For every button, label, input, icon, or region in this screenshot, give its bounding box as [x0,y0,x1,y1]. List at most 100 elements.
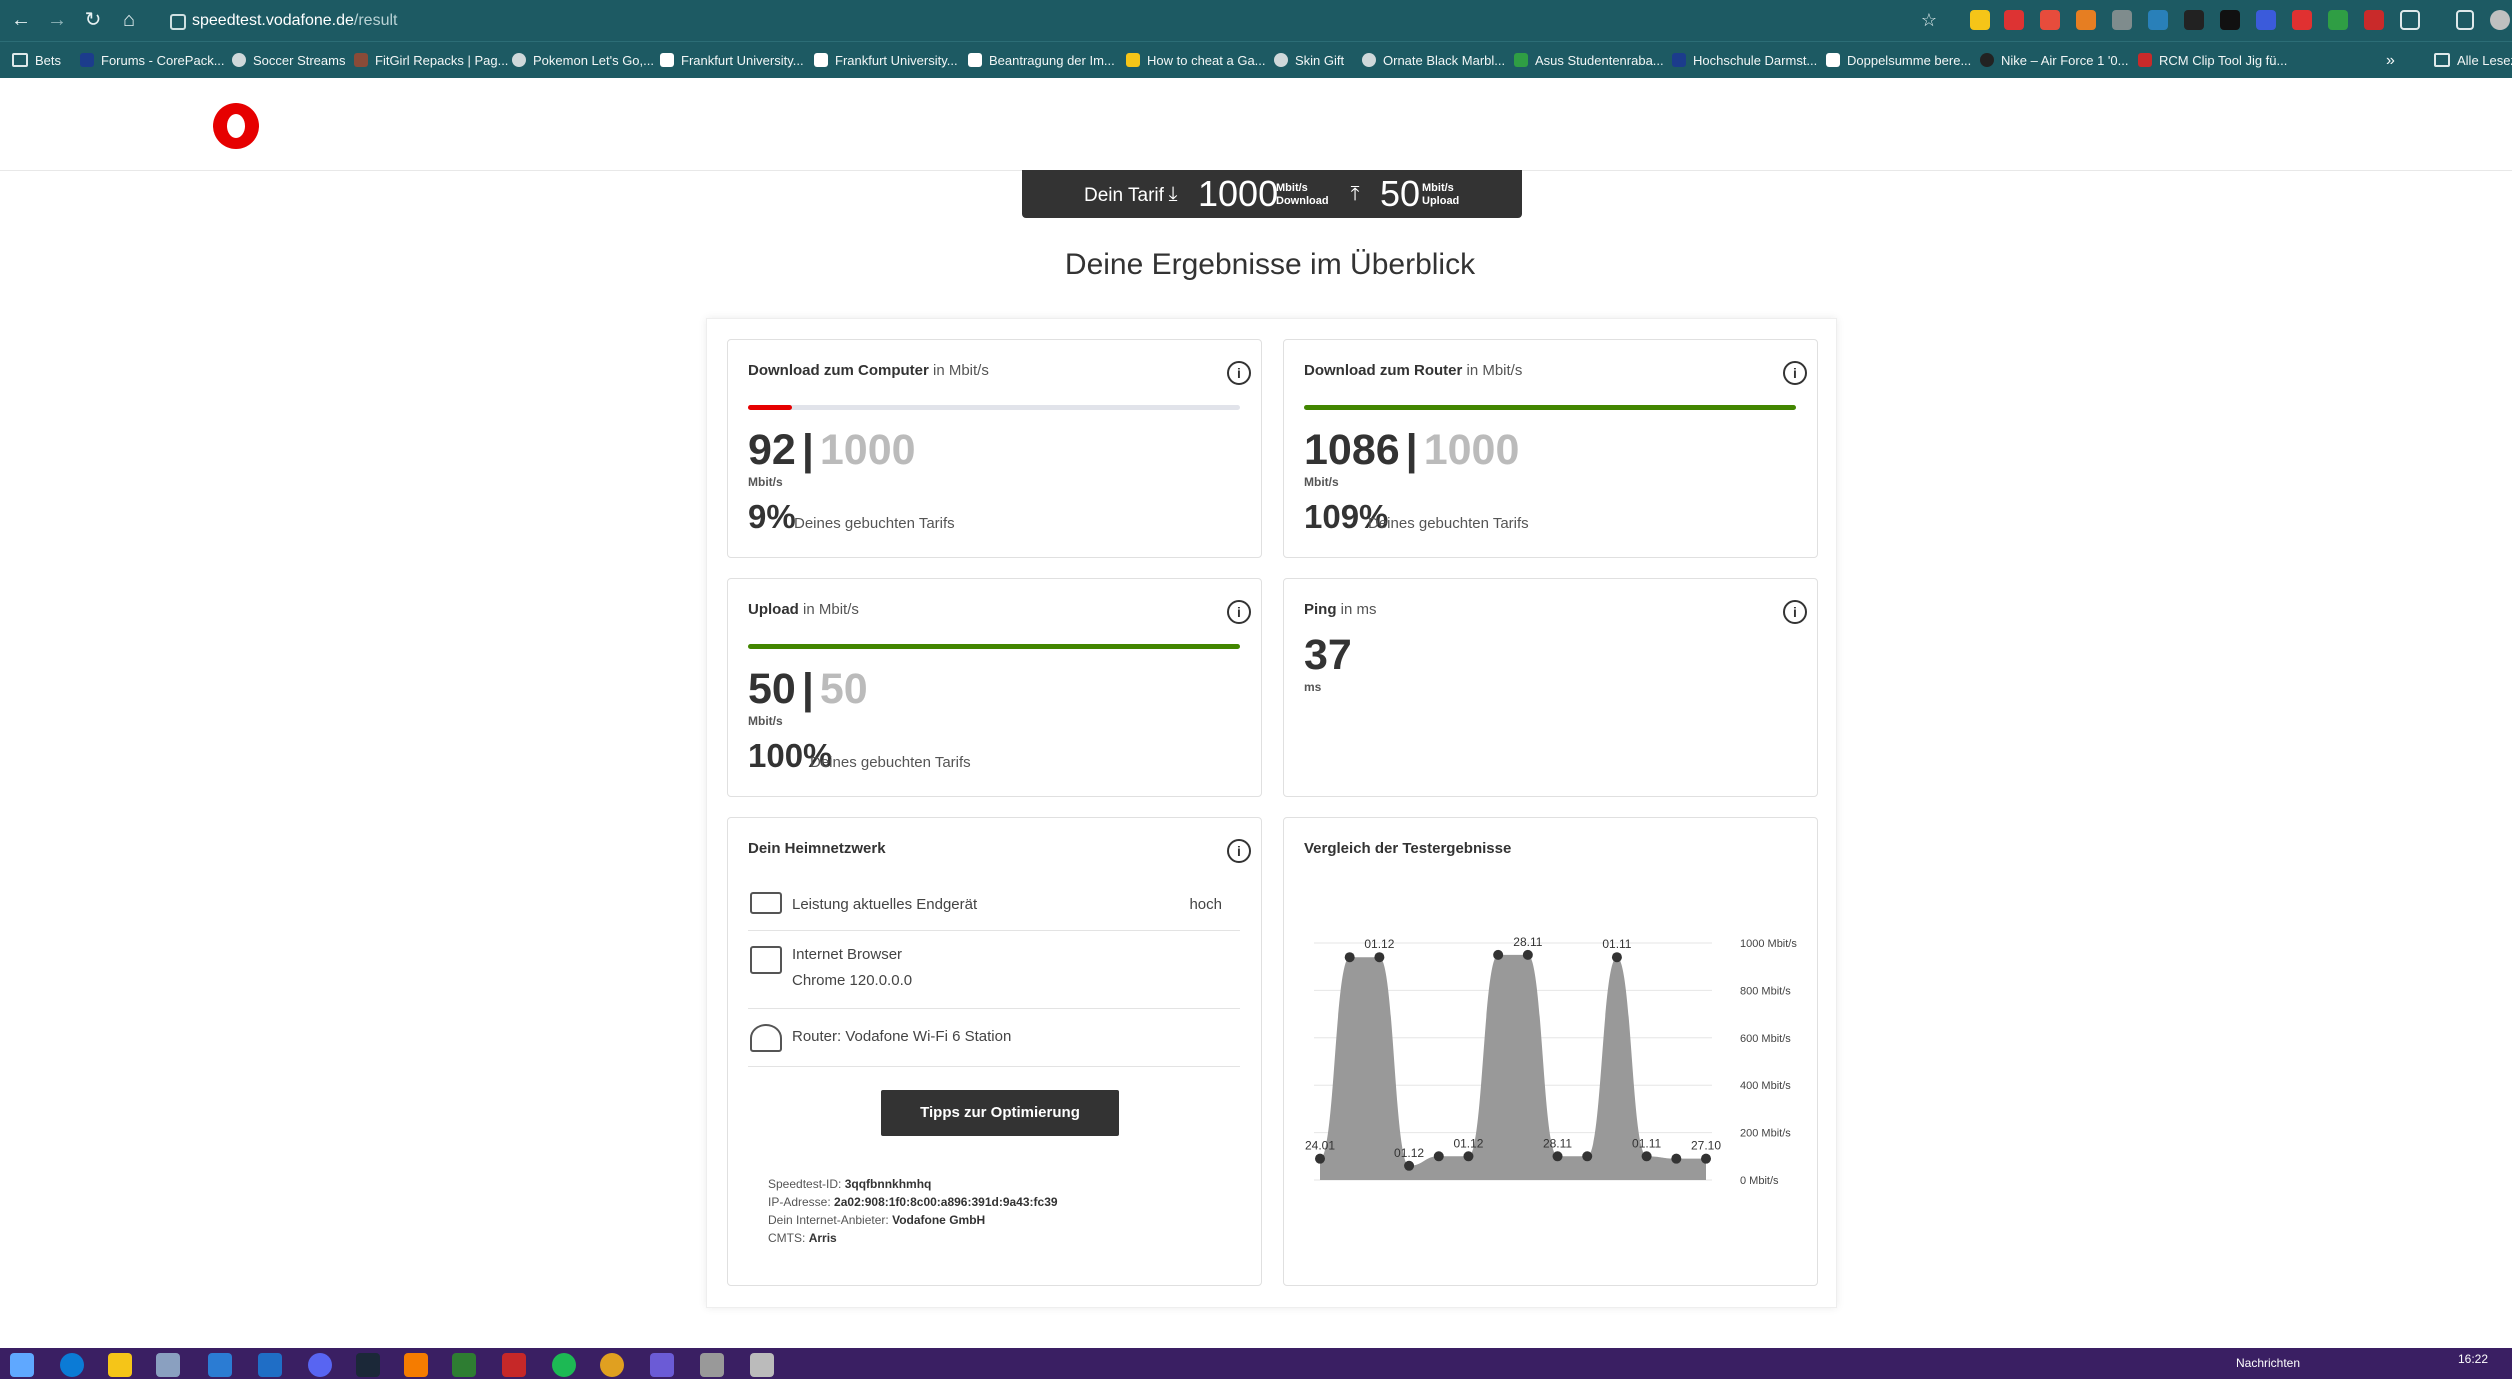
favicon [1672,53,1686,67]
speedtest-meta: Speedtest-ID: 3qqfbnnkhmhq IP-Adresse: 2… [768,1175,1058,1247]
adblock-icon[interactable] [2004,10,2024,30]
extension-icon[interactable] [2328,10,2348,30]
y-tick-label: 800 Mbit/s [1740,985,1791,997]
reload-icon[interactable]: ↻ [84,9,102,31]
bookmark-item[interactable]: Skin Gift [1274,51,1344,71]
extension-icon[interactable] [2184,10,2204,30]
steam-icon[interactable] [356,1353,380,1377]
tips-button[interactable]: Tipps zur Optimierung [881,1090,1119,1136]
results-container: Download zum Computer in Mbit/s i 92 | 100… [706,318,1837,1308]
info-icon[interactable]: i [1227,839,1251,863]
card-download-router: Download zum Router in Mbit/s i 1086 | 100… [1283,339,1818,558]
card-comparison: Vergleich der Testergebnisse 1000 Mbit/s… [1283,817,1818,1286]
bookmark-item[interactable]: Forums - CorePack... [80,51,225,71]
bookmark-item[interactable]: Frankfurt University... [814,51,958,71]
chart-point [1315,1153,1325,1164]
app-icon[interactable] [650,1353,674,1377]
favicon [1980,53,1994,67]
extension-icon[interactable] [2112,10,2132,30]
speed-unit: Mbit/s [1304,475,1339,489]
discord-icon[interactable] [308,1353,332,1377]
favicon [968,53,982,67]
favicon [1514,53,1528,67]
bookmark-item[interactable]: Ornate Black Marbl... [1362,51,1505,71]
vodafone-logo[interactable] [213,103,259,149]
globe-icon [512,53,526,67]
point-label: 28.11 [1513,935,1542,949]
bookmark-item[interactable]: Doppelsumme bere... [1826,51,1971,71]
chart-point [1344,952,1355,963]
extension-icon[interactable] [2040,10,2060,30]
percent-value: 9% [748,498,796,535]
folder-icon [12,53,28,67]
app-icon[interactable] [156,1353,180,1377]
bookmark-item[interactable]: Frankfurt University... [660,51,804,71]
bookmark-item[interactable]: Soccer Streams [232,51,345,71]
info-icon[interactable]: i [1227,361,1251,385]
back-icon[interactable]: ← [11,9,31,31]
globe-icon [1274,53,1288,67]
extension-icon[interactable] [2256,10,2276,30]
extension-icon[interactable] [2076,10,2096,30]
edge-icon[interactable] [60,1353,84,1377]
progress-fill [748,405,793,410]
app-icon[interactable] [700,1353,724,1377]
extension-icon[interactable] [2364,10,2384,30]
profile-avatar[interactable] [2490,10,2510,30]
explorer-icon[interactable] [108,1353,132,1377]
chart-point [1552,1151,1563,1162]
bookmark-item[interactable]: FitGirl Repacks | Pag... [354,51,508,71]
all-bookmarks-button[interactable]: Alle Lesez [2434,51,2512,71]
start-icon[interactable] [10,1353,34,1377]
news-widget[interactable]: Nachrichten [2236,1356,2301,1370]
chrome-icon[interactable] [600,1353,624,1377]
ping-value: 37 [1304,631,1352,679]
app-icon[interactable] [452,1353,476,1377]
extension-icon[interactable] [2220,10,2240,30]
extension-icon[interactable] [2292,10,2312,30]
extension-icon[interactable] [1970,10,1990,30]
bookmark-item[interactable]: Bets [12,51,61,71]
side-panel-icon[interactable] [2456,10,2474,30]
app-icon[interactable] [502,1353,526,1377]
bookmarks-bar: Bets Forums - CorePack... Soccer Streams… [0,41,2512,79]
extension-icon[interactable] [2148,10,2168,30]
app-icon[interactable] [208,1353,232,1377]
info-icon[interactable]: i [1783,600,1807,624]
home-icon[interactable]: ⌂ [122,9,136,31]
bookmark-item[interactable]: Hochschule Darmst... [1672,51,1817,71]
more-bookmarks-icon[interactable]: » [2386,52,2395,69]
bookmark-item[interactable]: RCM Clip Tool Jig fü... [2138,51,2287,71]
bookmark-item[interactable]: Pokemon Let's Go,... [512,51,654,71]
chart-point [1701,1153,1711,1164]
mail-icon[interactable] [258,1353,282,1377]
forward-icon[interactable]: → [47,9,67,31]
point-label: 27.10 [1691,1139,1721,1153]
tarif-banner: Dein Tarif ⤓ 1000 Mbit/s Download ⤒ 50 Mb… [1022,170,1522,218]
point-label: 01.12 [1453,1136,1483,1150]
tarif-download-value: 1000 [1198,173,1279,214]
bookmark-item[interactable]: Nike – Air Force 1 '0... [1980,51,2128,71]
site-info-icon[interactable] [170,14,186,30]
spotify-icon[interactable] [552,1353,576,1377]
y-tick-label: 200 Mbit/s [1740,1128,1791,1140]
card-title: Download zum Computer in Mbit/s [748,362,989,379]
app-icon[interactable] [750,1353,774,1377]
browser-icon [750,946,782,974]
clock[interactable]: 16:22 [2458,1352,2489,1366]
bookmark-star-icon[interactable]: ☆ [1920,10,1938,30]
favicon [1126,53,1140,67]
bookmark-item[interactable]: How to cheat a Ga... [1126,51,1266,71]
chart-area [1320,954,1706,1180]
chart-point [1493,949,1504,960]
y-tick-label: 1000 Mbit/s [1740,938,1797,950]
info-icon[interactable]: i [1783,361,1807,385]
app-icon[interactable] [404,1353,428,1377]
address-bar[interactable]: speedtest.vodafone.de/result [170,8,1960,34]
url-text: speedtest.vodafone.de/result [192,12,398,29]
bookmark-item[interactable]: Asus Studentenraba... [1514,51,1664,71]
bookmark-item[interactable]: Beantragung der Im... [968,51,1115,71]
extensions-puzzle-icon[interactable] [2400,10,2420,30]
point-label: 01.11 [1632,1136,1661,1150]
info-icon[interactable]: i [1227,600,1251,624]
